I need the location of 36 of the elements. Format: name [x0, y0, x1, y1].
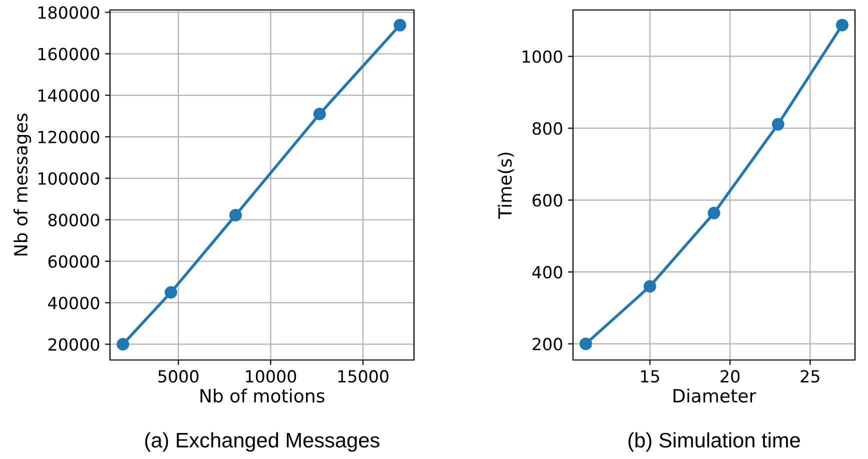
point: [394, 18, 406, 32]
y-tick-label: 20000: [48, 338, 100, 351]
y-tick-label: 60000: [48, 255, 100, 268]
y-axis-title: Nb of messages: [14, 114, 32, 256]
y-tick-label: 180000: [38, 6, 100, 19]
point: [164, 286, 178, 299]
y-tick-label: 800: [532, 122, 562, 135]
y-tick-label: 160000: [38, 48, 100, 60]
x-tick-label: 15: [641, 370, 660, 383]
x-tick-label: 10000: [246, 370, 296, 383]
point: [836, 18, 848, 32]
x-tick-label: 5000: [158, 370, 198, 383]
y-tick-label: 1000: [522, 50, 562, 63]
x-axis-title: Diameter: [674, 388, 756, 403]
x-tick-label: 25: [800, 370, 820, 383]
y-tick-label: 80000: [48, 214, 100, 226]
text: (a) Exchanged Messages: [145, 432, 380, 452]
y-tick-label: 400: [532, 266, 562, 279]
x-axis-title: Nb of motions: [200, 388, 324, 403]
point: [772, 118, 784, 131]
y-tick-label: 200: [532, 338, 562, 350]
y-tick-label: 120000: [38, 130, 100, 144]
y-tick-label: 40000: [48, 296, 100, 310]
point: [580, 338, 592, 350]
point: [116, 338, 130, 350]
y-tick-label: 100000: [38, 172, 100, 185]
text: (b) Simulation time: [628, 432, 800, 452]
point: [313, 108, 326, 120]
point: [644, 280, 656, 293]
x-tick-label: 20: [720, 370, 740, 383]
y-axis-title: Time(s): [498, 152, 514, 219]
point: [708, 206, 720, 220]
point: [229, 208, 242, 222]
y-tick-label: 140000: [38, 89, 100, 102]
y-tick-label: 600: [532, 194, 562, 207]
x-tick-label: 15000: [338, 370, 388, 383]
